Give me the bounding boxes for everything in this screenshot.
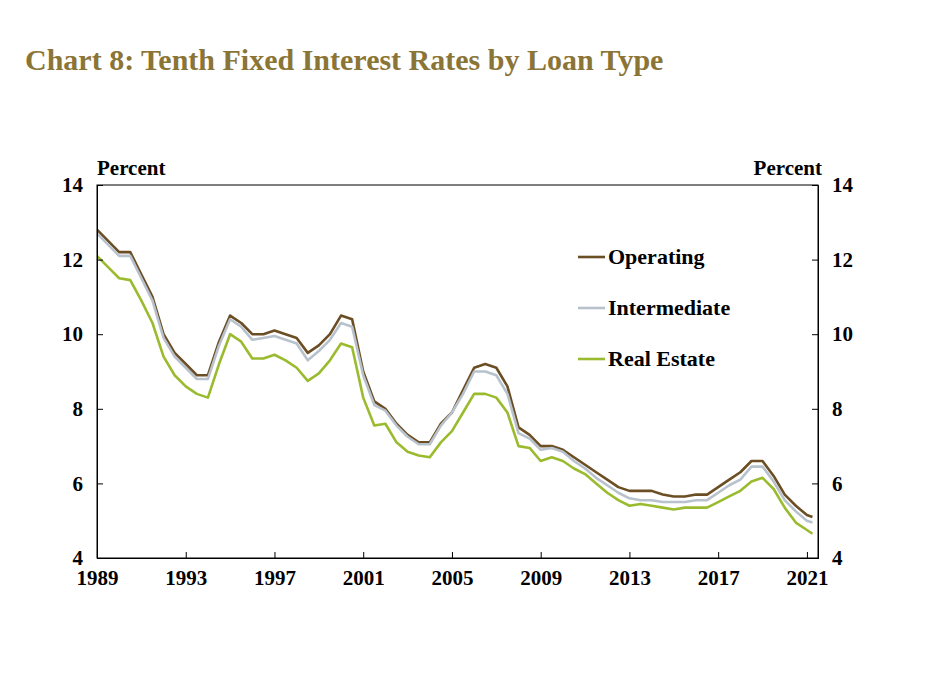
tick-label: 6 — [73, 472, 84, 496]
legend-swatch — [578, 307, 605, 310]
tick: 6 — [812, 472, 843, 496]
tick-mark — [812, 185, 818, 186]
tick-mark — [97, 185, 103, 186]
tick-mark — [812, 558, 818, 559]
tick: 4 — [73, 546, 104, 570]
tick: 2013 — [609, 552, 651, 590]
tick: 10 — [62, 322, 103, 346]
tick: 10 — [812, 322, 853, 346]
tick-mark — [812, 260, 818, 261]
tick-label: 1993 — [165, 566, 207, 590]
tick: 12 — [62, 248, 103, 272]
tick: 1997 — [254, 552, 296, 590]
tick: 2001 — [343, 552, 385, 590]
y-axis-title: Percent — [97, 156, 165, 180]
legend: Operating Intermediate Real Estate — [578, 244, 730, 371]
tick-label: 2017 — [698, 566, 740, 590]
tick-label: 2009 — [520, 566, 562, 590]
tick: 2021 — [786, 552, 828, 590]
tick-mark — [186, 552, 187, 558]
tick: 8 — [73, 397, 104, 421]
tick-mark — [97, 260, 103, 261]
axis-line — [98, 186, 104, 559]
tick-mark — [812, 483, 818, 484]
tick-mark — [452, 552, 453, 558]
legend-swatch — [578, 256, 605, 259]
title: Chart 8: Tenth Fixed Interest Rates by L… — [25, 43, 663, 76]
axis-line — [98, 552, 819, 559]
x-axis: 198919931997200120052009201320172021 — [77, 552, 829, 590]
tick: 4 — [812, 546, 843, 570]
axis-line — [812, 186, 819, 559]
tick-label: 14 — [62, 173, 84, 197]
tick-label: 2005 — [431, 566, 473, 590]
legend-item: Intermediate — [578, 295, 730, 320]
plot: 1989199319972001200520092013201720214681… — [62, 173, 854, 590]
y-axis: 4 6 8 10 12 14 — [62, 173, 103, 570]
tick: 8 — [812, 397, 843, 421]
tick-label: 14 — [832, 173, 854, 197]
tick-label: 10 — [62, 322, 83, 346]
legend-label: Real Estate — [608, 346, 715, 371]
tick-mark — [812, 334, 818, 335]
tick: 2005 — [431, 552, 473, 590]
series-line — [97, 230, 812, 517]
tick-label: 12 — [832, 248, 853, 272]
tick-mark — [629, 552, 630, 558]
tick-label: 6 — [832, 472, 843, 496]
tick-mark — [718, 552, 719, 558]
tick: 6 — [73, 472, 104, 496]
tick: 2017 — [698, 552, 740, 590]
tick-label: 2013 — [609, 566, 651, 590]
legend-item: Operating — [578, 244, 705, 269]
tick-mark — [541, 552, 542, 558]
legend-label: Operating — [608, 244, 705, 269]
tick-label: 8 — [73, 397, 84, 421]
tick-mark — [363, 552, 364, 558]
tick-mark — [97, 409, 103, 410]
tick-mark — [97, 558, 103, 559]
tick: 2009 — [520, 552, 562, 590]
legend-label: Intermediate — [608, 295, 730, 320]
tick-mark — [97, 483, 103, 484]
tick-label: 10 — [832, 322, 853, 346]
series-line — [97, 233, 812, 522]
tick-label: 4 — [832, 546, 843, 570]
legend-swatch — [578, 358, 605, 361]
lines — [97, 230, 812, 534]
y2-axis-title: Percent — [754, 156, 822, 180]
tick-mark — [274, 552, 275, 558]
plot-frame — [97, 185, 818, 558]
series-line — [97, 256, 812, 534]
tick-mark — [97, 334, 103, 335]
tick-label: 2021 — [786, 566, 828, 590]
tick-label: 4 — [73, 546, 84, 570]
tick: 12 — [812, 248, 853, 272]
tick-mark — [812, 409, 818, 410]
legend-item: Real Estate — [578, 346, 715, 371]
tick-label: 12 — [62, 248, 83, 272]
tick-mark — [807, 552, 808, 558]
tick-label: 8 — [832, 397, 843, 421]
tick-label: 2001 — [343, 566, 385, 590]
tick: 1993 — [165, 552, 207, 590]
chart: Chart 8: Tenth Fixed Interest Rates by L… — [0, 0, 925, 693]
tick-label: 1997 — [254, 566, 296, 590]
y2-axis: 4 6 8 10 12 14 — [812, 173, 854, 570]
